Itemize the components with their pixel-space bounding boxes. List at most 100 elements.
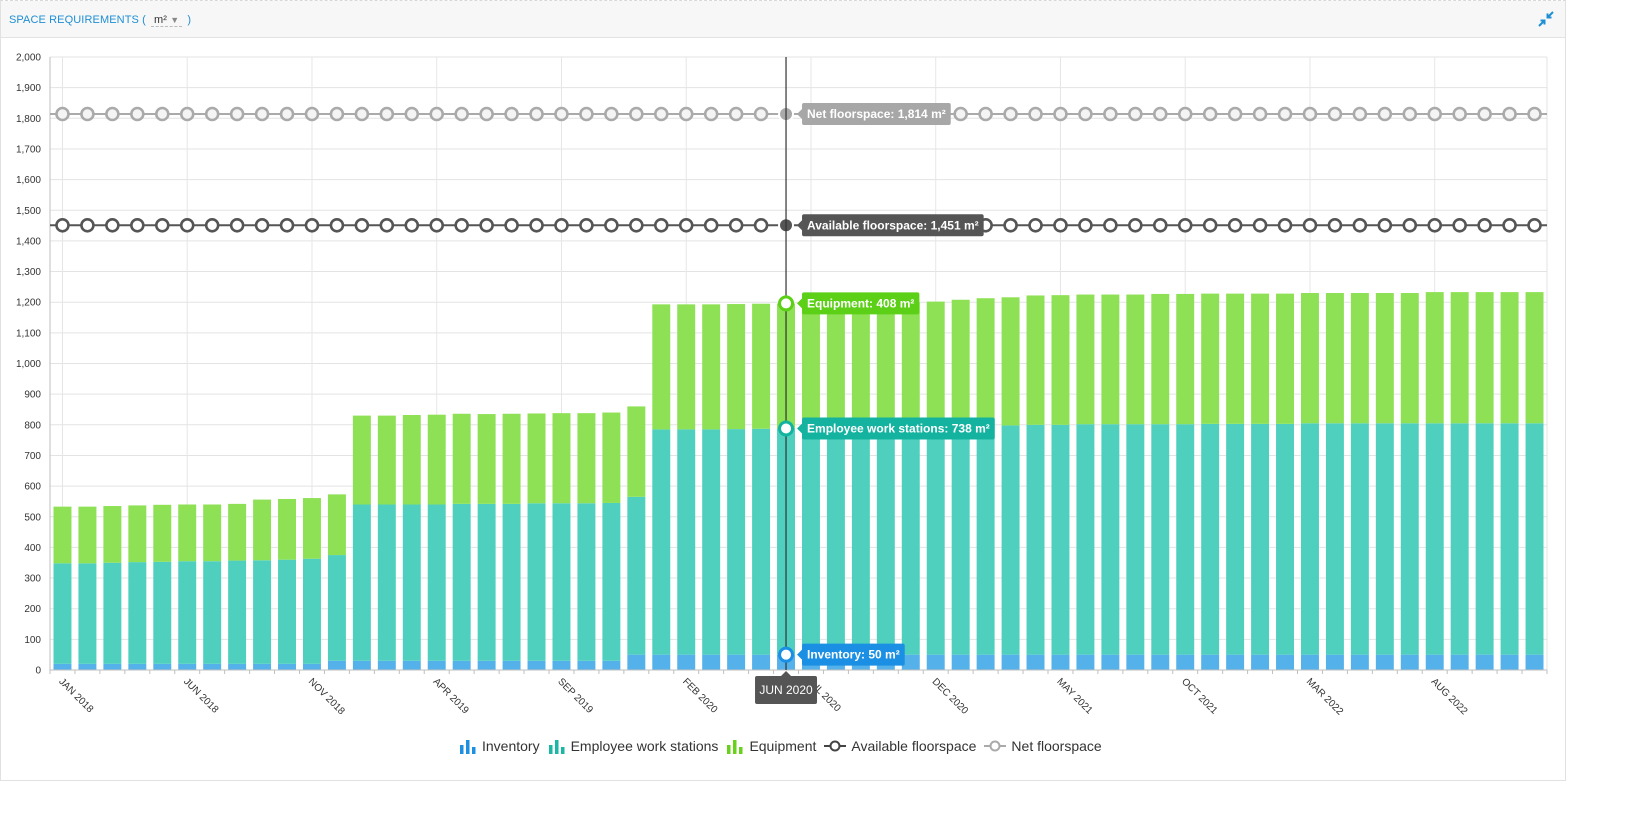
bar-inventory[interactable] [1475,654,1494,670]
bar-inventory[interactable] [178,663,197,670]
bar-employee-work-stations[interactable] [352,504,371,661]
bar-equipment[interactable] [1176,293,1195,425]
bar-equipment[interactable] [652,304,671,430]
bar-equipment[interactable] [1201,293,1220,424]
bar-equipment[interactable] [826,303,845,429]
bar-employee-work-stations[interactable] [1151,424,1170,655]
available-floorspace-marker[interactable] [1452,217,1467,233]
bar-employee-work-stations[interactable] [1450,423,1469,655]
bar-inventory[interactable] [402,660,421,670]
available-floorspace-marker[interactable] [279,217,295,233]
bar-equipment[interactable] [53,506,72,564]
available-floorspace-marker[interactable] [354,217,370,233]
bar-inventory[interactable] [1001,654,1020,670]
available-floorspace-marker[interactable] [1477,217,1492,233]
bar-inventory[interactable] [752,654,771,670]
bar-employee-work-stations[interactable] [327,555,346,661]
bar-employee-work-stations[interactable] [1226,423,1245,655]
available-floorspace-marker[interactable] [1502,217,1517,233]
bar-inventory[interactable] [327,660,346,670]
bar-equipment[interactable] [1051,295,1070,425]
unit-value[interactable]: m² [154,14,168,26]
bar-inventory[interactable] [452,660,471,670]
bar-employee-work-stations[interactable] [1375,423,1394,655]
net-floorspace-marker[interactable] [1028,106,1043,122]
bar-equipment[interactable] [203,504,222,562]
bar-inventory[interactable] [1026,654,1045,670]
bar-inventory[interactable] [1400,654,1419,670]
bar-employee-work-stations[interactable] [677,429,696,655]
bar-employee-work-stations[interactable] [1176,424,1195,655]
net-floorspace-marker[interactable] [179,106,195,122]
available-floorspace-marker[interactable] [1227,217,1243,233]
available-floorspace-marker[interactable] [130,217,145,233]
net-floorspace-marker[interactable] [105,106,120,122]
bar-employee-work-stations[interactable] [926,427,945,655]
available-floorspace-marker[interactable] [504,217,519,233]
bar-inventory[interactable] [652,654,671,670]
net-floorspace-marker[interactable] [579,106,594,122]
bar-employee-work-stations[interactable] [1425,423,1444,655]
bar-equipment[interactable] [477,414,496,504]
net-floorspace-marker[interactable] [454,106,469,122]
net-floorspace-marker[interactable] [329,106,345,122]
bar-equipment[interactable] [627,406,646,497]
bar-inventory[interactable] [1325,654,1344,670]
available-floorspace-marker[interactable] [55,217,70,233]
bar-equipment[interactable] [1076,294,1095,425]
net-floorspace-marker[interactable] [229,106,245,122]
bar-employee-work-stations[interactable] [826,428,845,655]
bar-equipment[interactable] [702,304,721,430]
available-floorspace-marker[interactable] [1152,217,1168,233]
bar-employee-work-stations[interactable] [1350,423,1369,655]
bar-employee-work-stations[interactable] [128,562,147,664]
net-floorspace-marker[interactable] [429,106,445,122]
bar-equipment[interactable] [1126,294,1145,425]
bar-equipment[interactable] [78,506,97,564]
bar-inventory[interactable] [502,660,521,670]
bar-equipment[interactable] [302,498,321,559]
bar-equipment[interactable] [1276,293,1295,424]
bar-inventory[interactable] [527,660,546,670]
net-floorspace-marker[interactable] [1402,106,1418,122]
bar-employee-work-stations[interactable] [1051,424,1070,655]
bar-inventory[interactable] [1176,654,1195,670]
net-floorspace-marker[interactable] [1352,106,1368,122]
bar-employee-work-stations[interactable] [1475,423,1494,655]
bar-inventory[interactable] [1375,654,1394,670]
bar-inventory[interactable] [976,654,995,670]
bar-employee-work-stations[interactable] [976,425,995,655]
bar-equipment[interactable] [1151,293,1170,425]
bar-equipment[interactable] [1500,292,1519,424]
bar-inventory[interactable] [1350,654,1369,670]
net-floorspace-marker[interactable] [80,106,95,122]
bar-equipment[interactable] [253,499,272,561]
bar-equipment[interactable] [602,412,621,503]
available-floorspace-marker[interactable] [753,217,769,233]
bar-equipment[interactable] [1251,293,1270,424]
bar-employee-work-stations[interactable] [78,563,97,664]
bar-employee-work-stations[interactable] [527,503,546,661]
bar-equipment[interactable] [103,506,122,563]
bar-equipment[interactable] [452,413,471,504]
bar-equipment[interactable] [752,303,771,429]
bar-inventory[interactable] [1276,654,1295,670]
available-floorspace-marker[interactable] [1327,217,1343,233]
bar-inventory[interactable] [103,663,122,670]
available-floorspace-marker[interactable] [728,217,744,233]
bar-equipment[interactable] [577,413,596,504]
bar-employee-work-stations[interactable] [502,503,521,661]
bar-equipment[interactable] [1026,295,1045,425]
net-floorspace-marker[interactable] [1427,106,1443,122]
bar-employee-work-stations[interactable] [427,504,446,661]
bar-equipment[interactable] [552,413,571,504]
bar-inventory[interactable] [253,663,272,670]
bar-inventory[interactable] [901,654,920,670]
bar-inventory[interactable] [951,654,970,670]
bar-equipment[interactable] [1325,293,1344,424]
bar-inventory[interactable] [602,660,621,670]
net-floorspace-marker[interactable] [1252,106,1268,122]
net-floorspace-marker[interactable] [404,106,420,122]
bar-equipment[interactable] [427,414,446,505]
bar-inventory[interactable] [1525,654,1544,670]
